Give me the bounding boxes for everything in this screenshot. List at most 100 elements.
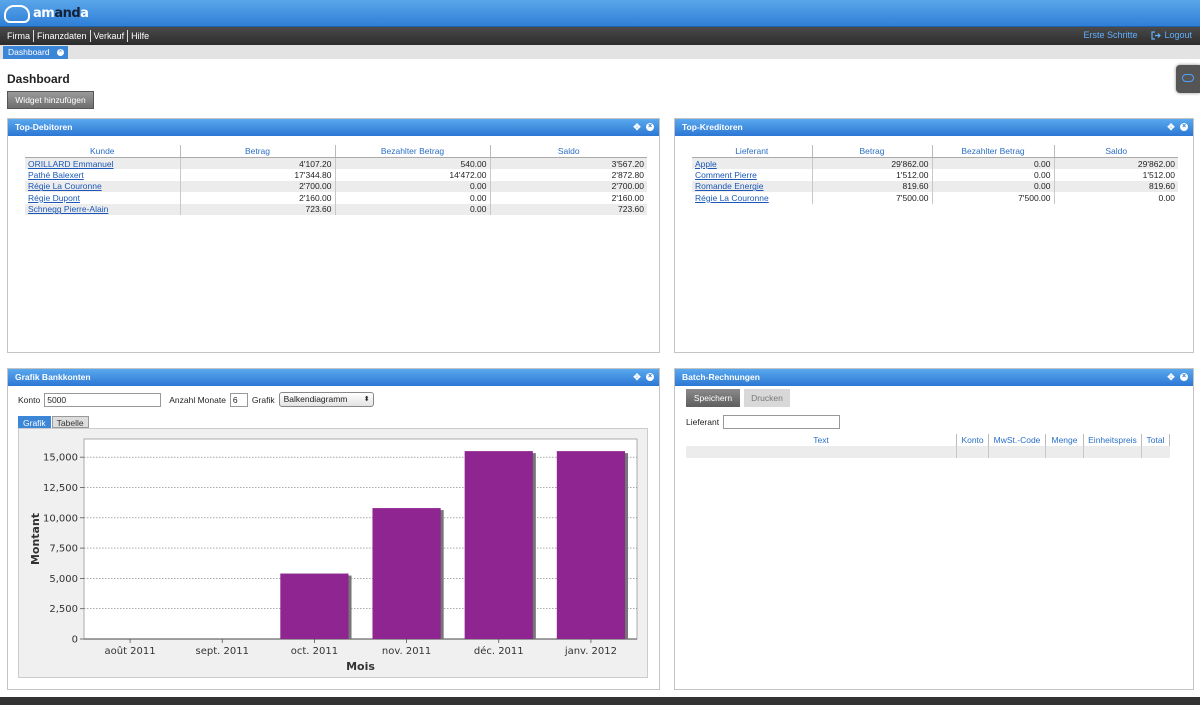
col-header[interactable]: Menge bbox=[1045, 434, 1084, 446]
menu-finanzdaten[interactable]: Finanzdaten bbox=[34, 30, 91, 42]
logout-link[interactable]: Logout bbox=[1151, 30, 1192, 40]
lieferant-input[interactable] bbox=[723, 415, 841, 429]
footer-bar bbox=[0, 697, 1200, 705]
page-title: Dashboard bbox=[7, 72, 70, 86]
select-arrows-icon: ⬍ bbox=[363, 396, 370, 403]
tab-grafik[interactable]: Grafik bbox=[18, 416, 51, 428]
table-row: Régie La Couronne 7'500.00 7'500.00 0.00 bbox=[692, 192, 1178, 204]
add-widget-button[interactable]: Widget hinzufügen bbox=[7, 91, 94, 109]
customer-link[interactable]: Régie La Couronne bbox=[28, 181, 102, 192]
col-header[interactable]: Betrag bbox=[180, 145, 336, 158]
main-menu: Firma Finanzdaten Verkauf Hilfe Erste Sc… bbox=[0, 27, 1200, 45]
close-widget-icon[interactable]: × bbox=[646, 123, 654, 131]
cell: 723.60 bbox=[490, 203, 647, 215]
lieferant-label: Lieferant bbox=[686, 417, 720, 427]
tab-dashboard[interactable]: Dashboard × bbox=[3, 46, 68, 59]
menu-hilfe[interactable]: Hilfe bbox=[131, 31, 150, 41]
col-header[interactable]: Total bbox=[1141, 434, 1171, 446]
customer-link[interactable]: Régie Dupont bbox=[28, 192, 80, 203]
kreditoren-table: Lieferant Betrag Bezahlter Betrag Saldo … bbox=[692, 145, 1178, 204]
bar-chart: 0 2,500 5,000 7,500 10,000 12,500 15,000 août 2… bbox=[29, 438, 638, 673]
move-icon[interactable]: ✥ bbox=[633, 372, 641, 382]
table-row: Romande Energie 819.60 0.00 819.60 bbox=[692, 180, 1178, 192]
save-button[interactable]: Speichern bbox=[686, 389, 740, 407]
cell: 0.00 bbox=[335, 192, 491, 204]
cell: 0.00 bbox=[1158, 192, 1175, 203]
cell[interactable] bbox=[1141, 446, 1170, 458]
supplier-link[interactable]: Apple bbox=[695, 158, 717, 169]
cell[interactable] bbox=[988, 446, 1046, 458]
cell: 2'872.80 bbox=[611, 169, 644, 180]
x-tick-label: oct. 2011 bbox=[291, 646, 338, 657]
close-tab-icon[interactable]: × bbox=[57, 49, 64, 56]
cell[interactable] bbox=[1083, 446, 1142, 458]
x-tick-label: sept. 2011 bbox=[196, 646, 249, 657]
close-widget-icon[interactable]: × bbox=[1180, 123, 1188, 131]
app-logo[interactable]: amanda bbox=[4, 4, 89, 23]
col-header[interactable]: Saldo bbox=[1054, 145, 1178, 158]
print-button[interactable]: Drucken bbox=[744, 389, 790, 407]
col-header[interactable]: MwSt.-Code bbox=[988, 434, 1046, 446]
grafik-select[interactable]: Balkendiagramm ⬍ bbox=[278, 392, 374, 407]
tab-tabelle[interactable]: Tabelle bbox=[51, 416, 89, 428]
widget-header[interactable]: Top-Debitoren ✥ × bbox=[8, 119, 659, 136]
tab-strip: Dashboard × bbox=[0, 45, 1200, 59]
supplier-link[interactable]: Régie La Couronne bbox=[695, 192, 769, 203]
konto-input[interactable]: 5000 bbox=[44, 392, 162, 407]
batch-table: Text Konto MwSt.-Code Menge Einheitsprei… bbox=[686, 434, 1171, 458]
table-row: Régie Dupont 2'160.00 0.00 2'160.00 bbox=[25, 192, 647, 204]
cell: 0.00 bbox=[335, 203, 491, 215]
col-header[interactable]: Bezahlter Betrag bbox=[932, 145, 1055, 158]
table-row: Pathé Balexert 17'344.80 14'472.00 2'872.80 bbox=[25, 169, 647, 181]
monate-label: Anzahl Monate bbox=[169, 394, 226, 405]
supplier-link[interactable]: Comment Pierre bbox=[695, 169, 757, 180]
cell[interactable] bbox=[1045, 446, 1084, 458]
cell: 7'500.00 bbox=[932, 192, 1055, 204]
cell[interactable] bbox=[686, 446, 958, 458]
cell: 2'700.00 bbox=[490, 180, 647, 192]
col-header[interactable]: Lieferant bbox=[692, 145, 813, 158]
menu-firma[interactable]: Firma bbox=[4, 30, 34, 42]
widget-header[interactable]: Grafik Bankkonten ✥ × bbox=[8, 369, 659, 386]
cell: 7'500.00 bbox=[812, 192, 933, 204]
customer-link[interactable]: Pathé Balexert bbox=[28, 169, 84, 180]
col-header[interactable]: Einheitspreis bbox=[1083, 434, 1142, 446]
close-widget-icon[interactable]: × bbox=[646, 373, 654, 381]
move-icon[interactable]: ✥ bbox=[1167, 372, 1175, 382]
col-header[interactable]: Konto bbox=[956, 434, 990, 446]
cell: 1'512.00 bbox=[812, 169, 933, 181]
widget-header[interactable]: Batch-Rechnungen ✥ × bbox=[675, 369, 1193, 386]
close-widget-icon[interactable]: × bbox=[1180, 373, 1188, 381]
table-row: Schnegg Pierre-Alain 723.60 0.00 723.60 bbox=[25, 203, 647, 215]
customer-link[interactable]: ORILLARD Emmanuel bbox=[28, 158, 114, 169]
y-tick-label: 7,500 bbox=[49, 544, 78, 555]
first-steps-link[interactable]: Erste Schritte bbox=[1083, 30, 1138, 40]
y-tick-label: 2,500 bbox=[49, 604, 78, 615]
supplier-link[interactable]: Romande Energie bbox=[695, 181, 764, 192]
y-axis-label: Montant bbox=[29, 513, 42, 565]
cell[interactable] bbox=[956, 446, 990, 458]
col-header[interactable]: Kunde bbox=[25, 145, 181, 158]
cell: 819.60 bbox=[812, 180, 933, 192]
menu-verkauf[interactable]: Verkauf bbox=[91, 30, 129, 42]
y-tick-label: 12,500 bbox=[43, 483, 78, 494]
y-tick-label: 15,000 bbox=[43, 453, 78, 464]
y-tick-label: 0 bbox=[72, 635, 78, 646]
customer-link[interactable]: Schnegg Pierre-Alain bbox=[28, 204, 109, 215]
widget-header[interactable]: Top-Kreditoren ✥ × bbox=[675, 119, 1193, 136]
widget-top-kreditoren: Top-Kreditoren ✥ × Lieferant Betrag Bezah… bbox=[674, 118, 1194, 353]
col-header[interactable]: Saldo bbox=[490, 145, 647, 158]
col-header[interactable]: Text bbox=[686, 434, 958, 446]
tab-dashboard-label: Dashboard bbox=[8, 47, 50, 57]
col-header[interactable]: Bezahlter Betrag bbox=[335, 145, 491, 158]
cell: 14'472.00 bbox=[335, 169, 491, 181]
move-icon[interactable]: ✥ bbox=[633, 122, 641, 132]
cloud-icon bbox=[1182, 74, 1194, 82]
col-header[interactable]: Betrag bbox=[812, 145, 933, 158]
cell: 2'700.00 bbox=[180, 180, 336, 192]
batch-form: Lieferant bbox=[686, 415, 841, 429]
move-icon[interactable]: ✥ bbox=[1167, 122, 1175, 132]
cloud-side-button[interactable] bbox=[1176, 65, 1200, 93]
table-row: Comment Pierre 1'512.00 0.00 1'512.00 bbox=[692, 169, 1178, 181]
monate-input[interactable]: 6 bbox=[229, 392, 248, 407]
